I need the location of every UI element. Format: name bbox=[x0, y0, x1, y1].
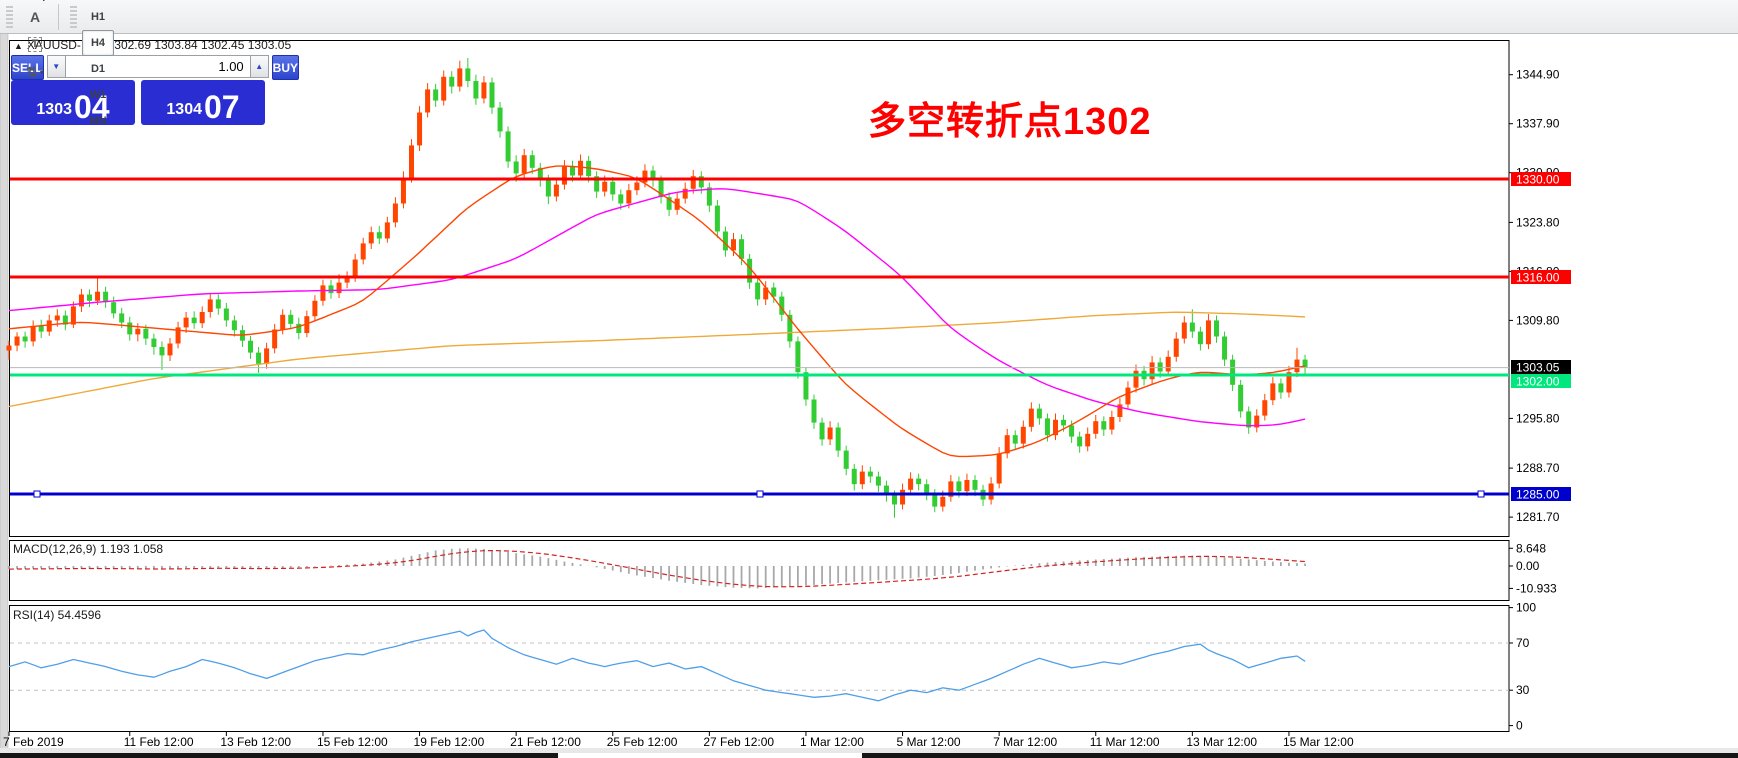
buy-price-small: 1304 bbox=[166, 101, 202, 118]
timeframe-w1-button[interactable]: W1 bbox=[89, 88, 107, 101]
ma-slow-line bbox=[8, 311, 1306, 408]
svg-text:15 Mar 12:00: 15 Mar 12:00 bbox=[1283, 735, 1354, 749]
horizontal-lines bbox=[10, 177, 1509, 498]
svg-text:13 Mar 12:00: 13 Mar 12:00 bbox=[1186, 735, 1257, 749]
svg-text:1309.80: 1309.80 bbox=[1516, 313, 1560, 327]
ma-fast-line bbox=[8, 165, 1306, 458]
bottom-margin bbox=[0, 748, 1738, 753]
svg-text:1288.70: 1288.70 bbox=[1516, 461, 1560, 475]
ohlc-quote-values: 1302.69 1303.84 1302.45 1303.05 bbox=[107, 38, 292, 52]
rsi-line bbox=[8, 629, 1306, 702]
svg-text:11 Feb 12:00: 11 Feb 12:00 bbox=[124, 735, 194, 749]
svg-text:1330.00: 1330.00 bbox=[1516, 173, 1560, 187]
text-a-tool-icon: A bbox=[29, 8, 41, 25]
date-axis: 7 Feb 2019 11 Feb 12:00 13 Feb 12:00 15 Feb… bbox=[3, 731, 1354, 749]
svg-text:11 Mar 12:00: 11 Mar 12:00 bbox=[1090, 735, 1160, 749]
macd-pane: 8.648 0.00 -10.933 bbox=[8, 541, 1557, 595]
volume-input[interactable] bbox=[65, 55, 250, 78]
hline-handle[interactable] bbox=[33, 490, 41, 498]
chart-annotation-text[interactable]: 多空转折点1302 bbox=[868, 101, 1152, 143]
volume-increase-button[interactable]: ▲ bbox=[249, 55, 269, 78]
svg-text:1303.05: 1303.05 bbox=[1516, 361, 1560, 375]
svg-text:1323.80: 1323.80 bbox=[1516, 215, 1560, 229]
candlesticks bbox=[6, 57, 1308, 518]
toolbar-grip[interactable] bbox=[6, 5, 13, 28]
svg-text:7 Feb 2019: 7 Feb 2019 bbox=[3, 735, 64, 749]
svg-text:1302.00: 1302.00 bbox=[1516, 375, 1560, 389]
svg-text:27 Feb 12:00: 27 Feb 12:00 bbox=[703, 735, 774, 749]
macd-indicator-header: MACD(12,26,9) 1.193 1.058 bbox=[13, 542, 164, 556]
svg-text:25 Feb 12:00: 25 Feb 12:00 bbox=[607, 735, 678, 749]
timeframe-h1-button[interactable]: H1 bbox=[90, 10, 106, 23]
svg-text:7 Mar 12:00: 7 Mar 12:00 bbox=[993, 735, 1057, 749]
left-gutter bbox=[0, 32, 9, 758]
timeframe-m30-button[interactable]: M30 bbox=[82, 0, 114, 4]
svg-text:1 Mar 12:00: 1 Mar 12:00 bbox=[800, 735, 864, 749]
svg-text:13 Feb 12:00: 13 Feb 12:00 bbox=[220, 735, 291, 749]
sell-price-small: 1303 bbox=[36, 101, 72, 118]
arrows-tool-icon: ⇅ bbox=[26, 64, 38, 80]
timeframe-grip[interactable] bbox=[70, 5, 77, 28]
chart-symbol-header: ▲ XAUUSD-,H4 1302.69 1303.84 1302.45 1303.… bbox=[14, 38, 291, 52]
svg-text:0: 0 bbox=[1516, 719, 1523, 733]
svg-text:21 Feb 12:00: 21 Feb 12:00 bbox=[510, 735, 581, 749]
svg-text:15 Feb 12:00: 15 Feb 12:00 bbox=[317, 735, 388, 749]
macd-signal-line bbox=[8, 549, 1306, 588]
svg-text:70: 70 bbox=[1516, 636, 1530, 650]
hline-handle[interactable] bbox=[756, 490, 764, 498]
collapse-arrow-icon[interactable]: ▲ bbox=[14, 41, 23, 51]
toolbar-separator bbox=[58, 3, 59, 30]
volume-decrease-button[interactable]: ▼ bbox=[46, 55, 66, 78]
timeframe-d1-button[interactable]: D1 bbox=[90, 62, 106, 75]
textbox-t-tool-button[interactable]: T bbox=[20, 31, 50, 59]
svg-text:-10.933: -10.933 bbox=[1516, 581, 1557, 595]
price-axis: 1344.901337.901330.901323.801316.801309.… bbox=[1509, 68, 1560, 524]
svg-text:30: 30 bbox=[1516, 683, 1530, 697]
rsi-indicator-header: RSI(14) 54.4596 bbox=[13, 608, 102, 622]
main-toolbar: ⫽E᎒᎒᎒FAT⇅▾ M1M5M15M30H1H4D1W1MN bbox=[0, 0, 1738, 127]
svg-text:100: 100 bbox=[1516, 601, 1536, 615]
buy-price-display[interactable]: 1304 07 bbox=[141, 80, 265, 125]
svg-text:1281.70: 1281.70 bbox=[1516, 510, 1560, 524]
svg-text:1316.00: 1316.00 bbox=[1516, 271, 1560, 285]
svg-text:1344.90: 1344.90 bbox=[1516, 68, 1560, 82]
sell-price-big: 04 bbox=[74, 89, 110, 125]
textbox-t-tool-icon: T bbox=[27, 37, 43, 52]
sell-button[interactable]: SELL bbox=[11, 55, 44, 80]
svg-text:1295.80: 1295.80 bbox=[1516, 411, 1560, 425]
text-a-tool-button[interactable]: A bbox=[20, 3, 50, 31]
taskbar-segment bbox=[0, 753, 558, 758]
arrows-tool-button[interactable]: ⇅ ▾ bbox=[26, 64, 44, 80]
sell-price-display[interactable]: 1303 04 bbox=[11, 80, 135, 125]
svg-text:1337.90: 1337.90 bbox=[1516, 117, 1560, 131]
dot-grid-f-tool-button[interactable]: ᎒᎒᎒F bbox=[20, 0, 50, 3]
svg-text:1285.00: 1285.00 bbox=[1516, 488, 1560, 502]
symbol-period-label: XAUUSD-,H4 bbox=[26, 38, 100, 52]
pane-borders bbox=[9, 40, 1510, 732]
rsi-pane: 100 70 30 0 bbox=[8, 601, 1536, 733]
one-click-trading-panel: SELL ▼ ▲ BUY 1303 04 1304 07 bbox=[11, 55, 300, 125]
svg-text:19 Feb 12:00: 19 Feb 12:00 bbox=[414, 735, 485, 749]
ma-mid-line bbox=[8, 188, 1306, 427]
buy-button[interactable]: BUY bbox=[271, 55, 300, 80]
svg-text:5 Mar 12:00: 5 Mar 12:00 bbox=[897, 735, 961, 749]
buy-price-big: 07 bbox=[204, 89, 240, 125]
svg-text:8.648: 8.648 bbox=[1516, 541, 1546, 555]
timeframe-mn-button[interactable]: MN bbox=[89, 114, 107, 127]
timeframe-h4-button[interactable]: H4 bbox=[82, 29, 114, 56]
hline-handle[interactable] bbox=[1477, 490, 1485, 498]
svg-text:0.00: 0.00 bbox=[1516, 559, 1540, 573]
taskbar-segment bbox=[862, 753, 1738, 758]
